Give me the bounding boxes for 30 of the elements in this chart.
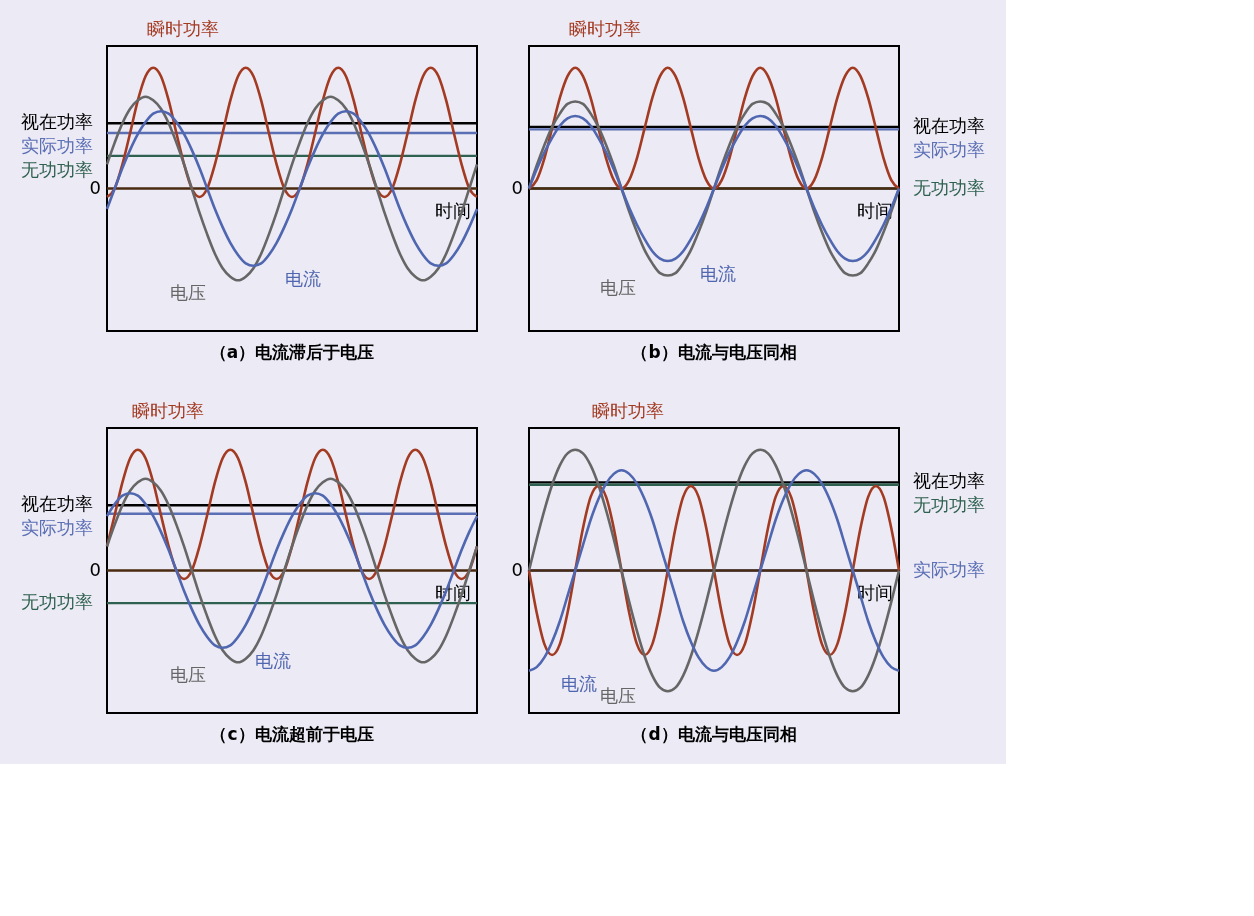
series-label: 电压 xyxy=(170,664,207,686)
ref-line-label: 实际功率 xyxy=(913,558,985,580)
series-label: 电压 xyxy=(599,685,636,706)
series-label: 瞬时功率 xyxy=(131,400,204,421)
series-label: 瞬时功率 xyxy=(147,18,220,39)
ref-line-label: 实际功率 xyxy=(21,135,93,157)
series-label: 电流 xyxy=(699,262,736,284)
series-label: 电流 xyxy=(285,267,322,289)
ref-line-label: 视在功率 xyxy=(21,111,93,133)
text: （d）电流与电压同相 xyxy=(631,724,797,744)
ref-line-label: 视在功率 xyxy=(21,493,93,515)
ref-line-label: 实际功率 xyxy=(21,517,93,539)
text: （a）电流滞后于电压 xyxy=(209,342,375,362)
ref-line-label: 视在功率 xyxy=(913,114,985,136)
text: 0 xyxy=(89,558,101,580)
ref-line-label: 无功功率 xyxy=(913,176,985,198)
ref-line-label: 无功功率 xyxy=(21,591,93,613)
series-label: 电压 xyxy=(599,277,636,299)
text: （b）电流与电压同相 xyxy=(631,342,797,362)
series-label: 瞬时功率 xyxy=(569,18,642,39)
text: 0 xyxy=(511,558,523,580)
series-label: 电压 xyxy=(170,282,207,304)
text: 瞬时功率 xyxy=(592,400,665,421)
text: 0 xyxy=(511,176,523,198)
ref-line-label: 视在功率 xyxy=(913,470,985,492)
series-label: 电流 xyxy=(254,649,291,671)
text: （c）电流超前于电压 xyxy=(210,724,374,744)
ref-line-label: 无功功率 xyxy=(913,494,985,516)
ref-line-label: 实际功率 xyxy=(913,138,985,160)
series-label: 电流 xyxy=(561,672,597,694)
